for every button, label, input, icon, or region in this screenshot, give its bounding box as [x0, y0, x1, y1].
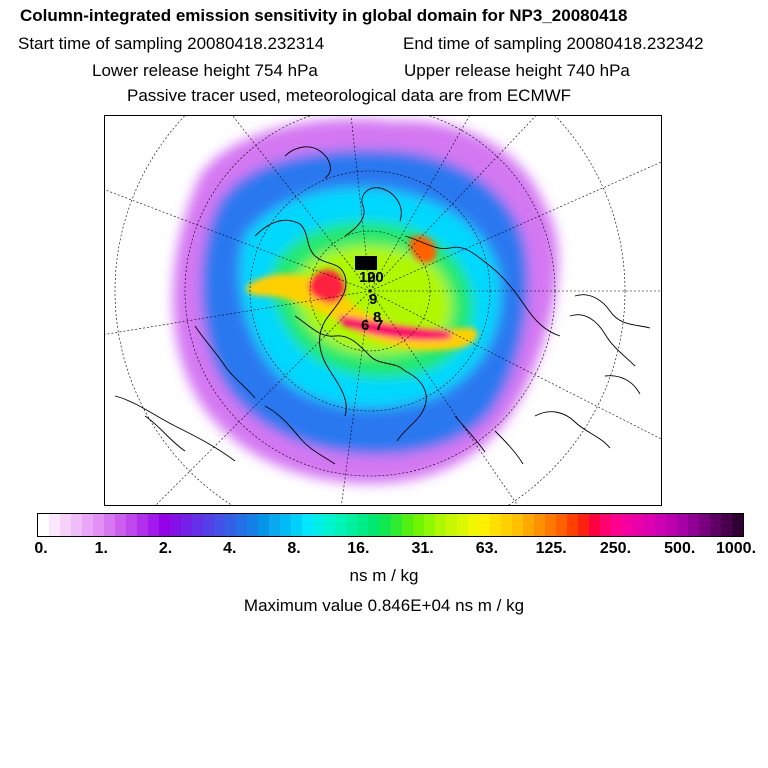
colorbar-cell [104, 514, 116, 536]
marker-8: 8 [373, 309, 381, 326]
colorbar-cell [489, 514, 501, 536]
colorbar-unit: ns m / kg [349, 566, 419, 585]
colorbar-cell [225, 514, 237, 536]
colorbar-cell [368, 514, 380, 536]
colorbar-cell [720, 514, 732, 536]
colorbar-tick-label: 4. [223, 540, 237, 557]
colorbar-cell [390, 514, 402, 536]
receptor-cluster [355, 256, 377, 270]
colorbar-cell [555, 514, 567, 536]
colorbar-cell [478, 514, 490, 536]
colorbar-tick-label: 1. [94, 540, 108, 557]
colorbar-cell [280, 514, 292, 536]
colorbar-cell [610, 514, 622, 536]
colorbar-cell [533, 514, 545, 536]
colorbar-tick-label: 125. [535, 540, 567, 557]
colorbar-tick-label: 1000. [715, 540, 757, 557]
colorbar-cell [654, 514, 666, 536]
marker-10: 10 [359, 269, 376, 286]
colorbar-cell [467, 514, 479, 536]
colorbar-cell [148, 514, 160, 536]
colorbar-cell [49, 514, 61, 536]
colorbar-cell [665, 514, 677, 536]
sensitivity-field [172, 118, 559, 484]
colorbar-cell [544, 514, 556, 536]
map-canvas: 10 20 9 8 6 7 [105, 116, 661, 505]
colorbar-cell [412, 514, 424, 536]
colorbar-cell [236, 514, 248, 536]
colorbar-cell [676, 514, 688, 536]
colorbar-cell [82, 514, 94, 536]
colorbar-cell [500, 514, 512, 536]
colorbar-tick-label: 250. [599, 540, 632, 557]
colorbar-cell [588, 514, 600, 536]
colorbar-cell [291, 514, 303, 536]
colorbar-cell [214, 514, 226, 536]
colorbar [37, 513, 744, 537]
graticule [105, 116, 661, 505]
colorbar-cell [522, 514, 534, 536]
colorbar-cell [192, 514, 204, 536]
colorbar-cell [709, 514, 721, 536]
colorbar-tick-label: 0. [34, 540, 48, 557]
marker-7: 7 [375, 317, 383, 334]
colorbar-cell [247, 514, 259, 536]
colorbar-cell [60, 514, 72, 536]
colorbar-tick-label: 500. [664, 540, 696, 557]
colorbar-cell [643, 514, 655, 536]
colorbar-cell [566, 514, 578, 536]
colorbar-cell [181, 514, 193, 536]
colorbar-cell [137, 514, 149, 536]
colorbar-tick-label: 2. [158, 540, 173, 557]
colorbar-cell [577, 514, 589, 536]
coastlines [114, 146, 651, 465]
colorbar-tick-label: 16. [347, 540, 370, 557]
colorbar-cell [401, 514, 413, 536]
colorbar-tick-label: 31. [411, 540, 434, 557]
colorbar-cell [687, 514, 699, 536]
receptor-markers: 10 20 9 8 6 7 [355, 256, 384, 334]
colorbar-cell [203, 514, 215, 536]
plot-title: Column-integrated emission sensitivity i… [20, 6, 628, 25]
high-sensitivity-plume [246, 235, 478, 351]
colorbar-cell [698, 514, 710, 536]
colorbar-cell [159, 514, 171, 536]
colorbar-cell [346, 514, 358, 536]
colorbar-cell [445, 514, 457, 536]
colorbar-cell [38, 514, 50, 536]
colorbar-cell [71, 514, 83, 536]
lower-release-height: Lower release height 754 hPa [92, 61, 318, 80]
colorbar-cell [621, 514, 633, 536]
colorbar-tick-label: 63. [475, 540, 499, 557]
marker-9: 9 [369, 291, 377, 308]
upper-release-height: Upper release height 740 hPa [404, 61, 630, 80]
colorbar-cell [434, 514, 446, 536]
end-time: End time of sampling 20080418.232342 [403, 34, 704, 53]
colorbar-cell [269, 514, 281, 536]
colorbar-cell [313, 514, 325, 536]
start-time: Start time of sampling 20080418.232314 [18, 34, 325, 53]
marker-20: 20 [367, 269, 384, 286]
tracer-info: Passive tracer used, meteorological data… [127, 86, 572, 105]
colorbar-cell [379, 514, 391, 536]
marker-6: 6 [361, 317, 369, 334]
colorbar-cell [115, 514, 127, 536]
colorbar-cell [599, 514, 611, 536]
colorbar-cell [511, 514, 523, 536]
sensitivity-map: 10 20 9 8 6 7 [104, 115, 662, 506]
colorbar-cell [302, 514, 314, 536]
colorbar-cell [731, 514, 743, 536]
maximum-value: Maximum value 0.846E+04 ns m / kg [243, 596, 525, 615]
colorbar-cell [456, 514, 468, 536]
colorbar-cell [126, 514, 138, 536]
colorbar-cell [170, 514, 182, 536]
colorbar-cell [632, 514, 644, 536]
colorbar-cell [324, 514, 336, 536]
colorbar-cell [258, 514, 270, 536]
colorbar-cell [335, 514, 347, 536]
colorbar-cell [93, 514, 105, 536]
colorbar-cell [423, 514, 435, 536]
colorbar-cell [357, 514, 369, 536]
colorbar-tick-label: 8. [287, 540, 301, 557]
